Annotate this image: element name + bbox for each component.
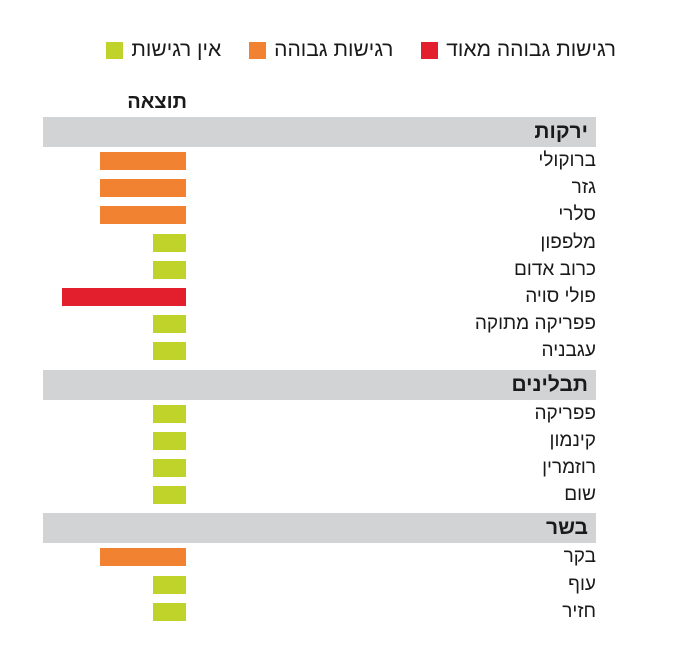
row-label: גזר <box>571 177 596 199</box>
bar-none <box>153 486 186 505</box>
row-label: עוף <box>568 573 596 595</box>
legend: רגישות גבוהה מאוד רגישות גבוהה אין רגישו… <box>106 37 616 63</box>
bar-none <box>153 233 186 252</box>
row-label: רוזמרין <box>542 457 596 478</box>
bar-none <box>153 342 186 361</box>
row-label: קינמון <box>549 429 596 451</box>
group-label: בשר <box>545 516 588 540</box>
bar-high <box>100 179 186 198</box>
row-label: עגבניה <box>541 340 596 362</box>
row-label: סלרי <box>558 204 596 226</box>
bar-none <box>153 602 186 621</box>
legend-swatch-very-high <box>421 41 439 59</box>
legend-swatch-high <box>249 41 267 59</box>
row-label: בקר <box>563 546 596 568</box>
bar-high <box>100 152 186 170</box>
group-header-band: תבלינים <box>43 369 596 400</box>
bar-none <box>153 575 186 594</box>
legend-label-high: רגישות גבוהה <box>274 38 394 61</box>
bar-none <box>153 459 186 477</box>
legend-item-none: אין רגישות <box>106 37 221 63</box>
bar-none <box>153 431 186 450</box>
bar-none <box>153 260 186 279</box>
bar-none <box>153 404 186 423</box>
row-label: מלפפון <box>540 231 596 253</box>
bar-high <box>100 548 186 567</box>
row-label: שום <box>564 484 596 506</box>
group-header-band: בשר <box>43 513 596 544</box>
group-header-band: ירקות <box>43 117 596 147</box>
row-label: פפריקה <box>534 402 596 424</box>
bar-high <box>100 206 186 225</box>
legend-item-very-high: רגישות גבוהה מאוד <box>421 37 616 63</box>
row-label: ברוקולי <box>538 150 596 171</box>
bar-none <box>153 315 186 334</box>
row-label: פולי סויה <box>525 286 596 307</box>
legend-item-high: רגישות גבוהה <box>249 37 393 63</box>
legend-swatch-none <box>106 41 124 59</box>
legend-label-none: אין רגישות <box>131 38 222 61</box>
row-label: פפריקה מתוקה <box>474 313 596 335</box>
legend-label-very-high: רגישות גבוהה מאוד <box>446 38 616 61</box>
row-label: כרוב אדום <box>514 258 596 280</box>
group-label: ירקות <box>534 120 588 143</box>
result-column-header: תוצאה <box>127 91 187 113</box>
bar-very-high <box>62 288 186 306</box>
row-label: חזיר <box>562 600 596 622</box>
group-label: תבלינים <box>511 372 588 396</box>
